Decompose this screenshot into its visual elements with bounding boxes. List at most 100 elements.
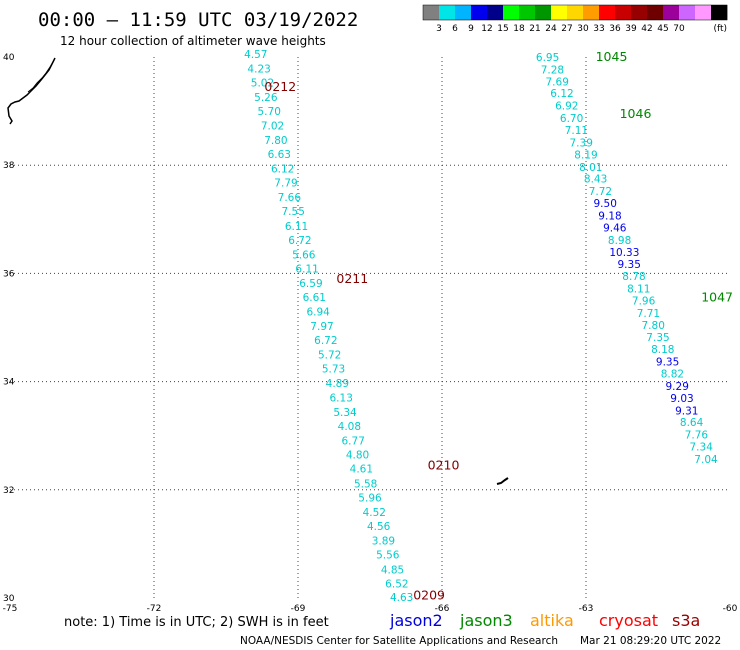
time-label: 0211 xyxy=(336,271,368,286)
swh-label: 9.35 xyxy=(656,357,679,369)
x-tick-label: -75 xyxy=(3,604,18,614)
color-scale-label: 15 xyxy=(497,24,508,34)
swh-label: 5.96 xyxy=(358,492,382,504)
y-tick-label: 36 xyxy=(3,269,15,279)
color-swatch xyxy=(679,5,696,20)
x-tick-label: -60 xyxy=(723,604,738,614)
time-label: 1045 xyxy=(596,49,628,64)
swh-label: 3.89 xyxy=(372,536,395,548)
mission-cryosat: cryosat xyxy=(599,611,658,630)
color-swatch xyxy=(439,5,456,20)
color-scale-label: 21 xyxy=(529,24,540,34)
color-swatch xyxy=(583,5,600,20)
swh-label: 7.80 xyxy=(264,135,287,147)
swh-label: 8.64 xyxy=(680,417,704,429)
swh-label: 7.35 xyxy=(646,332,669,344)
swh-label: 7.72 xyxy=(589,186,612,198)
time-label: 0210 xyxy=(428,457,460,472)
swh-label: 8.82 xyxy=(661,368,684,380)
swh-label: 6.70 xyxy=(560,113,583,125)
color-swatch xyxy=(647,5,664,20)
swh-label: 5.72 xyxy=(318,350,341,362)
color-scale-label: 42 xyxy=(641,24,652,34)
color-scale-label: 18 xyxy=(513,24,525,34)
swh-label: 4.61 xyxy=(350,464,373,476)
swh-label: 7.11 xyxy=(565,125,588,137)
color-swatch xyxy=(471,5,488,20)
swh-label: 5.26 xyxy=(254,92,278,104)
swh-label: 7.39 xyxy=(570,137,593,149)
swh-label: 4.89 xyxy=(326,378,349,390)
color-swatch xyxy=(503,5,520,20)
swh-label: 4.08 xyxy=(338,421,361,433)
swh-label: 5.73 xyxy=(322,364,345,376)
swh-label: 9.03 xyxy=(670,393,693,405)
swh-label: 6.12 xyxy=(271,163,294,175)
swh-label: 7.79 xyxy=(274,178,297,190)
x-tick-label: -66 xyxy=(435,604,450,614)
x-tick-label: -69 xyxy=(291,604,306,614)
footer-timestamp: Mar 21 08:29:20 UTC 2022 xyxy=(580,635,721,647)
swh-label: 6.61 xyxy=(303,292,326,304)
y-tick-label: 38 xyxy=(3,161,15,171)
swh-label: 6.13 xyxy=(330,392,353,404)
swh-label: 9.35 xyxy=(618,259,641,271)
footer-center: NOAA/NESDIS Center for Satellite Applica… xyxy=(240,635,558,647)
swh-label: 8.98 xyxy=(608,235,631,247)
swh-label: 9.50 xyxy=(594,198,617,210)
swh-label: 7.55 xyxy=(282,206,305,218)
swh-label: 9.18 xyxy=(598,211,621,223)
y-tick-label: 30 xyxy=(3,594,15,604)
swh-label: 6.11 xyxy=(285,221,308,233)
color-scale-label: 3 xyxy=(436,24,442,34)
color-scale-label: 70 xyxy=(673,24,685,34)
swh-label: 10.33 xyxy=(609,247,639,259)
color-scale-label: 24 xyxy=(545,24,557,34)
swh-label: 7.96 xyxy=(632,295,656,307)
color-swatch xyxy=(519,5,536,20)
note-text: note: 1) Time is in UTC; 2) SWH is in fe… xyxy=(64,615,329,630)
swh-label: 7.34 xyxy=(690,442,714,454)
color-swatch xyxy=(567,5,584,20)
swh-label: 7.97 xyxy=(310,321,333,333)
color-swatch xyxy=(535,5,552,20)
time-label: 1047 xyxy=(701,290,733,305)
swh-label: 7.04 xyxy=(694,454,718,466)
time-label: 1046 xyxy=(620,106,652,121)
swh-label: 7.71 xyxy=(637,308,660,320)
chart-title: 00:00 – 11:59 UTC 03/19/2022 xyxy=(38,9,358,31)
color-scale-label: 36 xyxy=(609,24,621,34)
y-tick-label: 40 xyxy=(3,53,15,63)
color-swatch xyxy=(711,5,728,20)
color-scale-label: 12 xyxy=(481,24,492,34)
swh-label: 8.18 xyxy=(651,344,674,356)
y-tick-label: 32 xyxy=(3,486,14,496)
axis-ticks: -75 -72 -69 -66 -63 -60 30 32 34 36 38 40 xyxy=(3,53,738,614)
x-tick-label: -72 xyxy=(147,604,162,614)
track-jason2: 4.63 6.52 4.85 5.56 3.89 4.56 4.52 5.96 5.58 4.61… xyxy=(244,49,459,604)
swh-label: 6.52 xyxy=(385,578,408,590)
swh-label: 7.69 xyxy=(546,76,569,88)
mission-s3a: s3a xyxy=(672,611,700,630)
bermuda-island xyxy=(496,477,509,485)
nova-scotia-coast xyxy=(7,57,56,125)
color-swatch xyxy=(423,5,440,20)
color-swatch xyxy=(615,5,632,20)
color-swatch xyxy=(551,5,568,20)
swh-label: 7.80 xyxy=(642,320,665,332)
swh-label: 4.57 xyxy=(244,49,267,61)
swh-label: 6.92 xyxy=(555,101,578,113)
swh-label: 6.94 xyxy=(306,306,330,318)
swh-label: 4.63 xyxy=(390,592,413,604)
swh-label: 6.11 xyxy=(295,264,318,276)
swh-label: 7.76 xyxy=(685,430,709,442)
swh-label: 6.72 xyxy=(314,335,337,347)
swh-label: 6.59 xyxy=(299,278,322,290)
mission-jason2: jason2 xyxy=(389,611,443,630)
color-scale-unit: (ft) xyxy=(713,24,727,34)
color-scale-label: 33 xyxy=(593,24,604,34)
color-scale-label: 39 xyxy=(625,24,637,34)
grid-lines xyxy=(10,57,730,598)
swh-label: 5.66 xyxy=(292,249,316,261)
